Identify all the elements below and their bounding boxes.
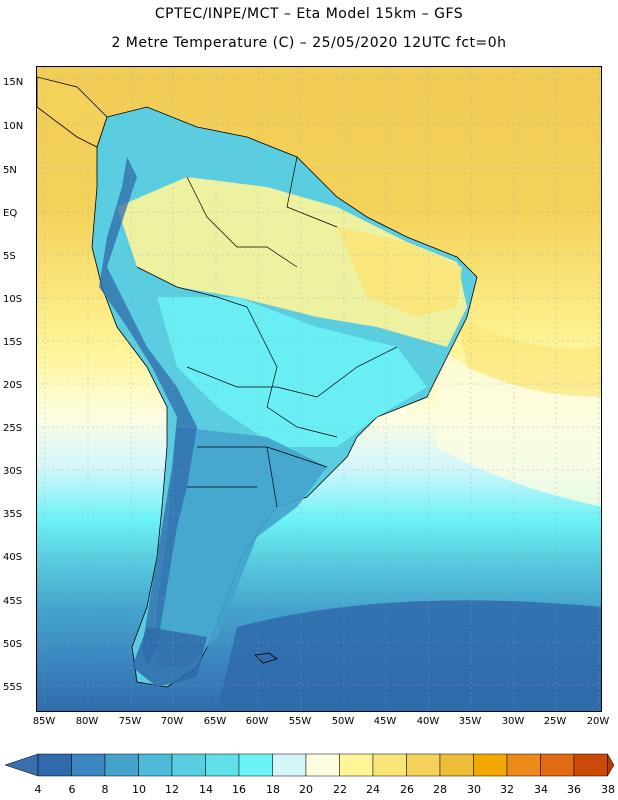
lat-label: 20S xyxy=(3,380,23,391)
lat-label: 10S xyxy=(3,294,23,305)
colorbar-cell xyxy=(473,753,508,777)
lat-label: 50S xyxy=(3,639,23,650)
colorbar-cell xyxy=(540,753,575,777)
colorbar-tick: 30 xyxy=(467,783,481,796)
lat-label: 25S xyxy=(3,423,23,434)
lat-label: 40S xyxy=(3,552,23,563)
colorbar-cell xyxy=(171,753,206,777)
colorbar-cell xyxy=(71,753,106,777)
colorbar-tick: 26 xyxy=(400,783,414,796)
colorbar-tick: 28 xyxy=(433,783,447,796)
lat-label: 55S xyxy=(3,682,23,693)
lon-label: 30W xyxy=(501,716,525,727)
colorbar-cell xyxy=(272,753,307,777)
lon-label: 40W xyxy=(416,716,440,727)
central-america-land xyxy=(37,76,108,148)
lon-label: 60W xyxy=(245,716,269,727)
lat-label: 45S xyxy=(3,596,23,607)
colorbar-cell xyxy=(506,753,541,777)
colorbar-tick: 18 xyxy=(266,783,280,796)
southern-ocean-cold xyxy=(217,600,601,711)
colorbar-cell xyxy=(439,753,474,777)
lat-label: 5N xyxy=(3,165,17,176)
colorbar-cell xyxy=(37,753,72,777)
graticule xyxy=(37,67,601,711)
lon-label: 65W xyxy=(203,716,227,727)
colorbar-arrow-low xyxy=(4,753,39,777)
colorbar-tick: 36 xyxy=(567,783,581,796)
colorbar-tick: 4 xyxy=(34,783,42,796)
colorbar-cell xyxy=(238,753,273,777)
colorbar-tick: 8 xyxy=(101,783,109,796)
map-panel xyxy=(36,66,602,712)
lon-label: 80W xyxy=(75,716,99,727)
atlantic-subtropical-band xyxy=(457,317,601,397)
colorbar-cell xyxy=(406,753,441,777)
colorbar xyxy=(4,753,615,777)
lon-label: 55W xyxy=(288,716,312,727)
colorbar-tick: 20 xyxy=(299,783,313,796)
colorbar-tick: 10 xyxy=(132,783,146,796)
lat-label: 15S xyxy=(3,337,23,348)
andes-cold-spine xyxy=(99,157,197,667)
lon-label: 20W xyxy=(586,716,610,727)
lon-label: 25W xyxy=(543,716,567,727)
colorbar-cell xyxy=(573,753,608,777)
central-cool-region xyxy=(157,297,427,447)
colorbar-cell xyxy=(372,753,407,777)
lat-label: EQ xyxy=(3,208,18,219)
lat-label: 10N xyxy=(3,121,24,132)
country-borders xyxy=(136,156,398,508)
lon-label: 45W xyxy=(373,716,397,727)
lat-label: 15N xyxy=(3,77,24,88)
colorbar-tick: 34 xyxy=(534,783,548,796)
colorbar-tick: 32 xyxy=(500,783,514,796)
northeast-warm-region xyxy=(337,227,462,317)
amazon-warm-region xyxy=(117,177,467,347)
lon-label: 70W xyxy=(160,716,184,727)
lat-label: 35S xyxy=(3,509,23,520)
lat-label: 30S xyxy=(3,466,23,477)
title-line-2: 2 Metre Temperature (C) – 25/05/2020 12U… xyxy=(111,35,507,51)
colorbar-tick: 22 xyxy=(333,783,347,796)
colorbar-cell xyxy=(104,753,139,777)
lon-label: 35W xyxy=(458,716,482,727)
colorbar-cell xyxy=(205,753,240,777)
colorbar-tick: 38 xyxy=(601,783,615,796)
colorbar-cell xyxy=(138,753,173,777)
title-line-1: CPTEC/INPE/MCT – Eta Model 15km – GFS xyxy=(154,6,464,22)
temperature-map xyxy=(37,67,601,711)
lon-label: 75W xyxy=(118,716,142,727)
colorbar-tick: 14 xyxy=(199,783,213,796)
colorbar-arrow-high xyxy=(607,753,615,777)
colorbar-tick: 24 xyxy=(366,783,380,796)
lat-label: 5S xyxy=(3,251,16,262)
lon-label: 85W xyxy=(32,716,56,727)
falkland-islands xyxy=(254,652,278,664)
colorbar-tick: 6 xyxy=(68,783,76,796)
colorbar-tick: 16 xyxy=(232,783,246,796)
lon-label: 50W xyxy=(331,716,355,727)
colorbar-tick: 12 xyxy=(165,783,179,796)
colorbar-cell xyxy=(339,753,374,777)
colorbar-cell xyxy=(305,753,340,777)
